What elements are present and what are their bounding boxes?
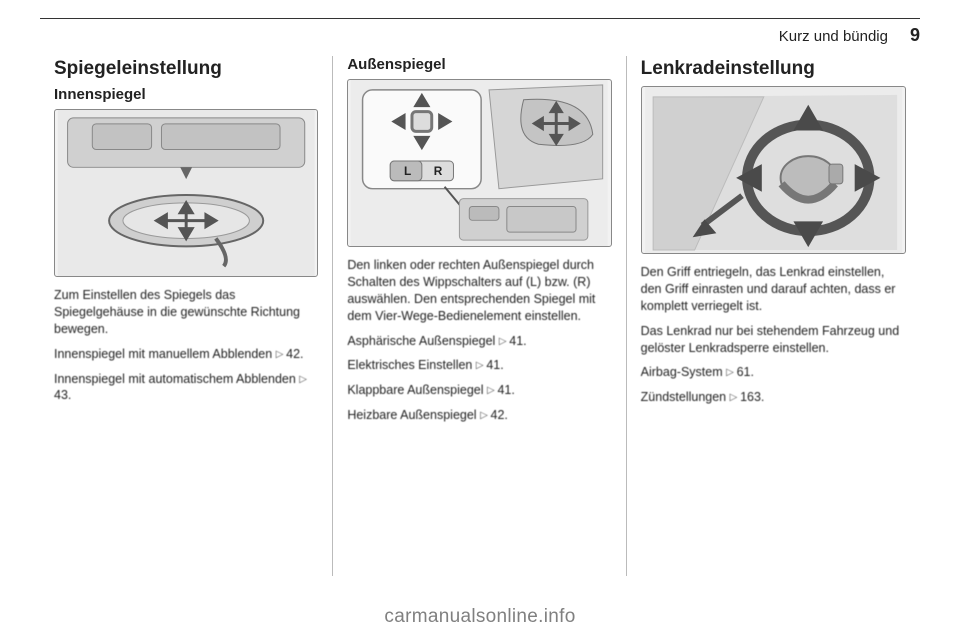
text: Heizbare Außenspiegel [347,408,480,422]
xref-page: 41. [509,334,526,348]
header-rule [40,18,920,19]
svg-text:R: R [434,164,443,178]
para-airbag: Airbag-System 61. [641,364,906,381]
heading-interior-mirror: Innenspiegel [54,86,318,103]
text: Klappbare Außenspiegel [347,383,487,397]
para-aspheric: Asphärische Außenspiegel 41. [347,333,611,350]
xref-icon [726,365,736,379]
text: Elektrisches Einstellen [347,358,476,372]
manual-page: Kurz und bündig 9 Spiegeleinstellung Inn… [0,0,960,642]
heading-steering: Lenkradeinstellung [641,58,906,80]
xref-page: 61. [737,365,754,379]
columns: Spiegeleinstellung Innenspiegel [40,56,920,576]
xref-page: 163. [740,390,764,404]
para-auto-dim: Innenspiegel mit automatischem Abblenden… [54,371,318,405]
watermark: carmanualsonline.info [384,606,575,628]
xref-icon [499,334,509,348]
page-header: Kurz und bündig 9 [40,25,920,46]
para-exterior-select: Den linken oder rechten Außenspiegel dur… [347,257,611,325]
xref-page: 41. [486,358,503,372]
column-3: Lenkradeinstellung [627,56,920,576]
xref-icon [730,390,740,404]
para-steering-stationary: Das Lenkrad nur bei stehendem Fahrzeug u… [641,323,906,357]
svg-text:L: L [404,164,411,178]
para-electric-adjust: Elektrisches Einstellen 41. [347,357,611,374]
text: Innenspiegel mit automatischem Abblenden [54,372,299,386]
para-interior-adjust: Zum Einstellen des Spiegels das Spiegelg… [54,287,318,338]
xref-icon [487,383,497,397]
figure-interior-mirror [54,109,318,277]
xref-icon [476,358,486,372]
para-ignition: Zündstellungen 163. [641,389,906,406]
column-2: Außenspiegel [333,56,626,576]
xref-icon [480,408,490,422]
xref-page: 42. [491,408,508,422]
text: Asphärische Außenspiegel [347,334,498,348]
page-number: 9 [910,25,920,46]
xref-page: 41. [497,383,514,397]
text: Zündstellungen [641,390,730,404]
heading-exterior-mirror: Außenspiegel [347,56,611,73]
figure-exterior-mirror: L R [347,79,611,247]
column-1: Spiegeleinstellung Innenspiegel [40,56,333,576]
xref-page: 42. [286,347,303,361]
xref-icon [299,372,307,386]
figure-steering-wheel [641,86,906,254]
text: Airbag-System [641,365,726,379]
chapter-title: Kurz und bündig [779,28,888,45]
para-folding: Klappbare Außenspiegel 41. [347,382,611,399]
heading-mirror-adjust: Spiegeleinstellung [54,58,318,80]
para-manual-dim: Innenspiegel mit manuellem Abblenden 42. [54,346,318,363]
para-steering-adjust: Den Griff entriegeln, das Lenkrad einste… [641,264,906,315]
xref-icon [276,347,286,361]
xref-page: 43. [54,388,71,402]
para-heated: Heizbare Außenspiegel 42. [347,407,611,424]
text: Innenspiegel mit manuellem Abblenden [54,347,276,361]
